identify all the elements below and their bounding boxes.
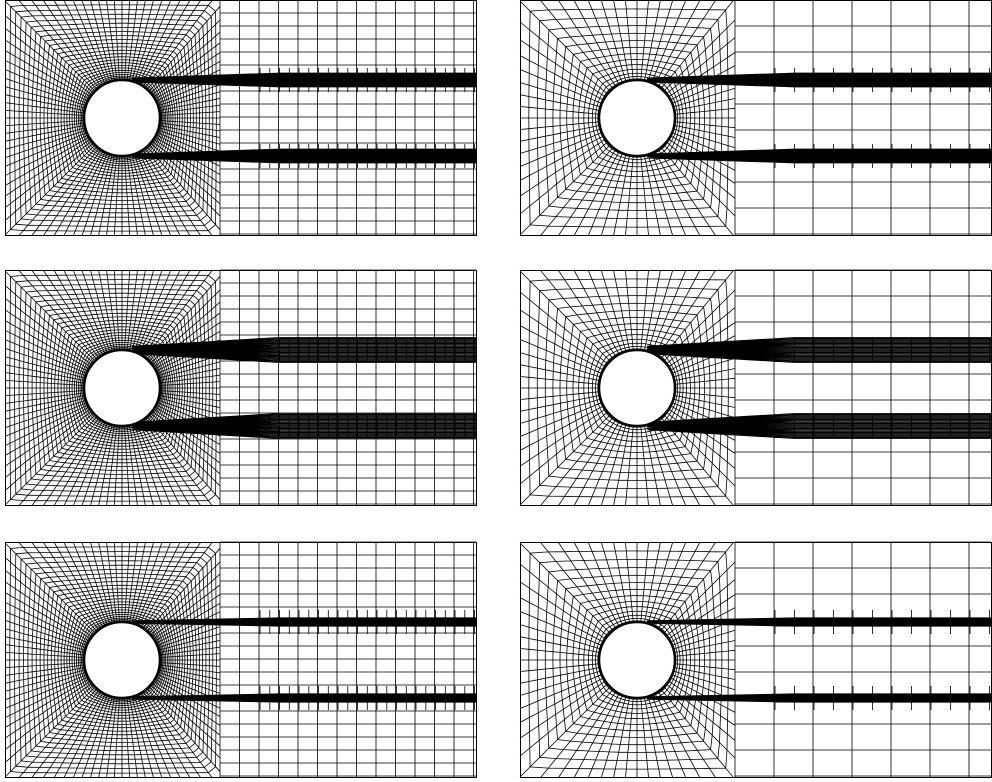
mesh-lines [5, 542, 476, 778]
mesh-panel [5, 542, 477, 778]
mesh-panel [520, 0, 992, 236]
mesh-lines [5, 270, 476, 506]
page: (() => { JSON.parse(document.getElementB… [0, 0, 992, 782]
cylinder [599, 350, 675, 426]
mesh-lines [520, 0, 991, 236]
cylinder [84, 350, 160, 426]
mesh-figure [0, 0, 992, 782]
cylinder [84, 80, 160, 156]
mesh-panel [5, 270, 477, 506]
cylinder [599, 622, 675, 698]
mesh-lines [5, 0, 476, 236]
mesh-lines [520, 270, 991, 506]
cylinder [599, 80, 675, 156]
cylinder [84, 622, 160, 698]
mesh-panel [520, 270, 992, 506]
mesh-panel [5, 0, 477, 236]
mesh-panel [520, 542, 992, 778]
mesh-lines [520, 542, 991, 778]
